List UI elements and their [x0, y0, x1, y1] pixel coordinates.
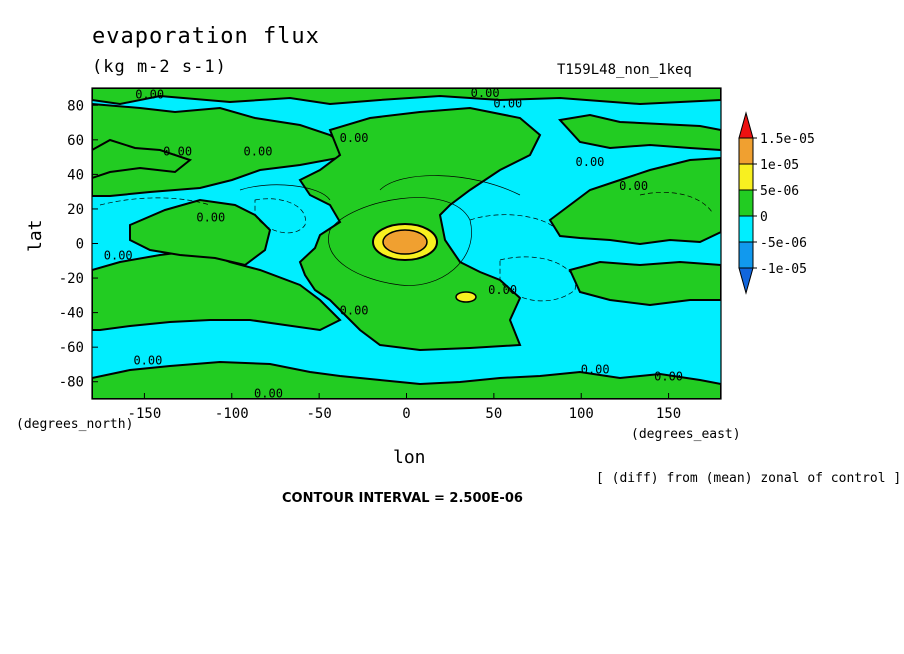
y-axis-label: lat	[25, 219, 46, 252]
contour-label: 0.00	[244, 145, 273, 159]
y-tick-label: -40	[59, 306, 84, 322]
colorbar-bottom-arrow	[738, 267, 754, 295]
x-tick-label: -100	[215, 406, 249, 422]
contour-label: 0.00	[654, 369, 683, 383]
colorbar-level-box	[738, 189, 754, 217]
contour-label: 0.00	[581, 362, 610, 376]
x-axis-label: lon	[393, 447, 426, 468]
contour-label: 0.00	[104, 248, 133, 262]
colorbar-level-box	[738, 215, 754, 243]
contour-label: 0.00	[135, 88, 164, 102]
x-tick-label: 100	[569, 406, 594, 422]
dashed-contours	[99, 192, 713, 302]
x-tick-label: -50	[306, 406, 331, 422]
x-tick-label: 0	[402, 406, 410, 422]
contour-label: 0.00	[196, 210, 225, 224]
contour-label: 0.00	[340, 131, 369, 145]
colorbar-top-arrow	[738, 111, 754, 139]
contour-label: 0.00	[576, 155, 605, 169]
core-yellow-south	[455, 291, 477, 303]
y-tick-label: 40	[67, 167, 84, 183]
colorbar-level-box	[738, 241, 754, 269]
contour-label: 0.00	[488, 283, 517, 297]
contour-label: 0.00	[340, 304, 369, 318]
contour-label: 0.00	[133, 354, 162, 368]
axis-ticks: -150 -100 -50 0 50 100 150 80 60 40 20 0 -20 -40 -60 -8…	[59, 98, 682, 422]
positive-cores	[372, 223, 477, 303]
y-tick-label: 60	[67, 133, 84, 149]
core-orange	[382, 229, 428, 255]
contour-labels: 0.000.00 0.000.000.000.000.000.000.000.00…	[104, 86, 683, 401]
x-tick-label: 150	[656, 406, 681, 422]
contour-label: 0.00	[254, 387, 283, 401]
run-label: T159L48_non_1keq	[557, 62, 692, 78]
colorbar-label: 0	[760, 210, 768, 225]
chart-units: (kg m-2 s-1)	[92, 57, 227, 77]
colorbar-level-box	[738, 163, 754, 191]
colorbar-label: 1.5e-05	[760, 132, 815, 147]
chart-title: evaporation flux	[92, 24, 320, 49]
y-tick-label: 0	[76, 237, 84, 253]
colorbar-label: -5e-06	[760, 236, 807, 251]
y-tick-label: -20	[59, 271, 84, 287]
contour-label: 0.00	[493, 96, 522, 110]
contour-interval: CONTOUR INTERVAL = 2.500E-06	[282, 491, 523, 506]
colorbar-label: -1e-05	[760, 262, 807, 277]
diff-note: [ (diff) from (mean) zonal of control ]	[596, 471, 902, 486]
y-tick-label: -80	[59, 375, 84, 391]
y-tick-label: -60	[59, 340, 84, 356]
y-tick-label: 20	[67, 202, 84, 218]
colorbar: 1.5e-05 1e-05 5e-06 0 -5e-06 -1e-05	[738, 111, 815, 295]
y-units-label: (degrees_north)	[16, 417, 134, 432]
colorbar-label: 5e-06	[760, 184, 799, 199]
colorbar-label: 1e-05	[760, 158, 799, 173]
colorbar-level-box	[738, 137, 754, 165]
plot-field	[92, 88, 721, 399]
contour-label: 0.00	[471, 86, 500, 100]
x-tick-label: -150	[128, 406, 162, 422]
contour-label: 0.00	[163, 145, 192, 159]
x-units-label: (degrees_east)	[631, 427, 741, 442]
contour-label: 0.00	[619, 179, 648, 193]
y-tick-label: 80	[67, 98, 84, 114]
x-tick-label: 50	[485, 406, 502, 422]
thin-contours	[239, 175, 521, 286]
